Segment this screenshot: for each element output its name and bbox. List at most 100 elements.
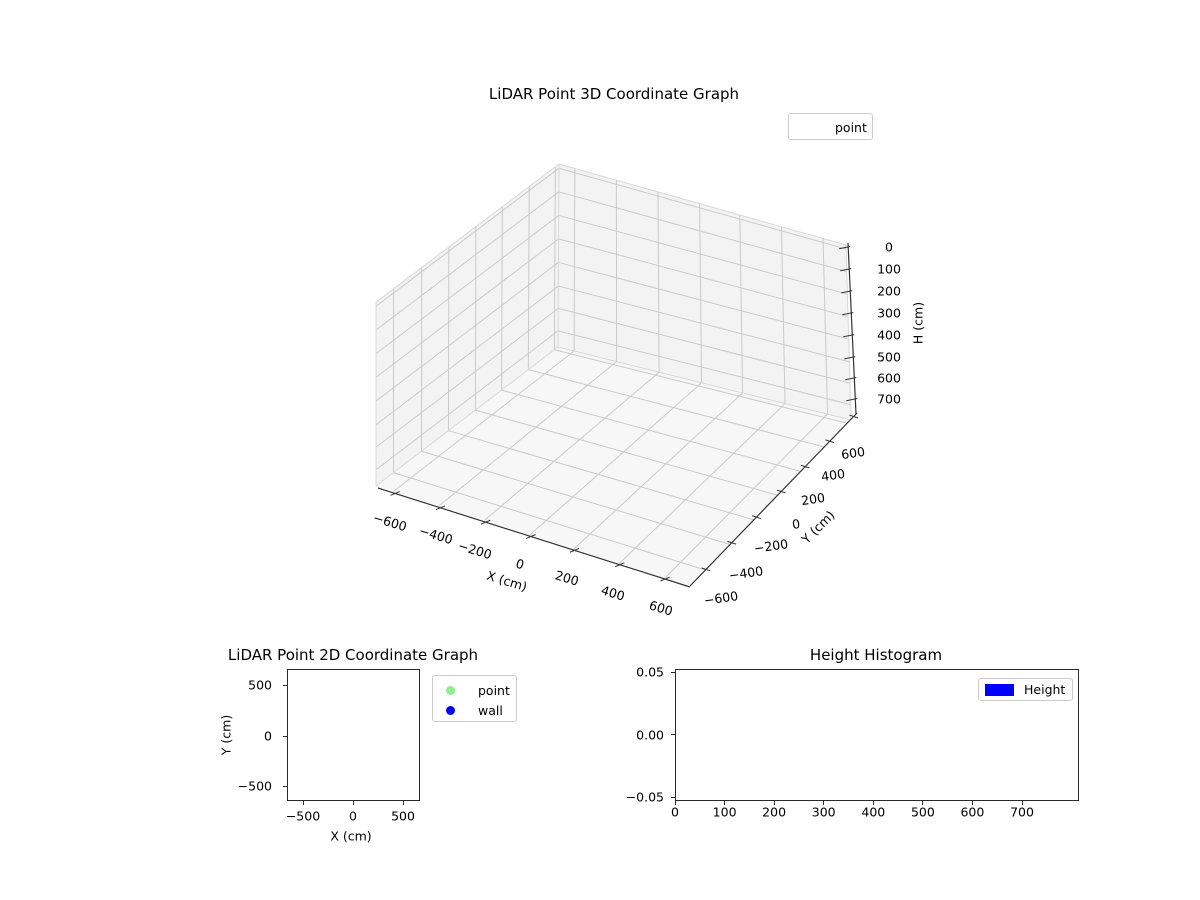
line-3d (558, 238, 849, 318)
plot2d-x-tick-label: 0 (349, 808, 357, 824)
line-3d (844, 356, 856, 360)
line-3d (435, 505, 446, 511)
plot3d-z-tick-label: 200 (877, 283, 901, 299)
line-3d (375, 262, 559, 402)
line-3d (839, 246, 851, 250)
plot3d-z-tick-label: 300 (877, 305, 901, 321)
line-3d (752, 515, 761, 520)
plot2d-plot-area (287, 669, 420, 801)
line-3d (390, 491, 400, 496)
hist-x-tick-label: 0 (671, 804, 679, 820)
plot3d-z-tick-label: 700 (877, 391, 901, 407)
hist-x-tick-label: 500 (910, 804, 935, 820)
line-3d (840, 268, 852, 272)
plot3d-z-tick-label: 500 (877, 349, 901, 365)
plot2d-y-tickmark (283, 735, 287, 737)
line-3d (558, 191, 847, 273)
line-3d (846, 398, 858, 402)
hist-y-tick-label: −0.05 (625, 789, 664, 805)
line-3d (845, 377, 857, 381)
line-3d (557, 346, 852, 421)
line-3d (557, 163, 560, 348)
line-3d (375, 215, 560, 355)
plot3d-z-tick-label: 0 (885, 239, 893, 255)
line-3d (375, 285, 559, 426)
line-3d (480, 519, 491, 525)
line-3d (558, 285, 850, 363)
hist-y-tick-label: 0.05 (636, 664, 664, 680)
plot2d-y-tickmark (283, 684, 287, 686)
plot3d-legend: point (788, 113, 873, 140)
plot2d-xlabel: X (cm) (330, 828, 372, 844)
line-3d (780, 226, 786, 404)
plot3d-z-tick-label: 400 (877, 327, 901, 343)
plot2d-legend-row-wall: wall (446, 700, 510, 720)
hist-y-tickmark (671, 796, 675, 798)
line-3d (375, 238, 559, 378)
line-3d (657, 191, 660, 373)
line-3d (526, 534, 536, 539)
line-3d (845, 244, 852, 421)
line-3d (393, 472, 706, 571)
plot2d-x-tick-label: 500 (391, 808, 415, 824)
pane-3d (376, 347, 851, 586)
hist-x-tickmark (872, 801, 874, 805)
line-3d (554, 349, 848, 424)
line-3d (660, 576, 670, 582)
plot2d-legend: point wall (432, 675, 517, 722)
hist-y-tickmark (671, 671, 675, 673)
line-3d (841, 290, 853, 294)
plot3d-title: LiDAR Point 3D Coordinate Graph (488, 85, 740, 103)
line-3d (847, 242, 857, 415)
line-3d (558, 214, 848, 295)
line-3d (558, 163, 847, 246)
hist-x-tickmark (922, 801, 924, 805)
line-3d (421, 450, 731, 545)
hist-x-tick-label: 300 (811, 804, 836, 820)
line-3d (664, 413, 828, 579)
line-3d (475, 409, 779, 496)
line-3d (849, 414, 859, 419)
hist-legend-label: Height (1024, 681, 1066, 697)
line-3d (699, 203, 703, 383)
hist-legend: Height (978, 678, 1073, 701)
line-3d (800, 464, 810, 469)
plot2d-legend-label-point: point (478, 682, 510, 698)
hist-x-tickmark (971, 801, 973, 805)
line-3d (558, 307, 851, 384)
plot2d-x-tickmark (352, 801, 354, 805)
line-3d (689, 412, 858, 587)
line-3d (528, 369, 825, 448)
line-3d (558, 261, 849, 340)
plot2d-x-tick-label: −500 (285, 808, 321, 824)
hist-x-tick-label: 100 (712, 804, 737, 820)
plot3d-z-tick-label: 600 (877, 370, 901, 386)
line-3d (553, 166, 556, 350)
line-3d (619, 403, 786, 564)
hist-x-tick-label: 200 (762, 804, 787, 820)
line-3d (822, 238, 829, 415)
line-3d (529, 382, 702, 536)
hist-x-tickmark (773, 801, 775, 805)
hist-x-tickmark (1021, 801, 1023, 805)
line-3d (557, 330, 851, 406)
line-3d (392, 350, 575, 492)
plot3d-z-tick-label: 100 (877, 261, 901, 277)
plot2d-y-tick-label: 0 (264, 728, 272, 744)
height-bar-swatch-icon (985, 684, 1014, 696)
line-3d (375, 307, 559, 448)
line-3d (438, 361, 617, 507)
line-3d (484, 371, 660, 521)
line-3d (573, 392, 743, 550)
line-3d (474, 226, 477, 411)
hist-x-tickmark (724, 801, 726, 805)
plot2d-y-tickmark (283, 785, 287, 787)
line-3d (448, 430, 755, 521)
line-3d (843, 334, 855, 338)
line-3d (615, 562, 625, 568)
hist-x-tick-label: 600 (960, 804, 985, 820)
hist-y-tickmark (671, 734, 675, 735)
hist-legend-row: Height (985, 681, 1066, 697)
line-3d (573, 168, 576, 352)
